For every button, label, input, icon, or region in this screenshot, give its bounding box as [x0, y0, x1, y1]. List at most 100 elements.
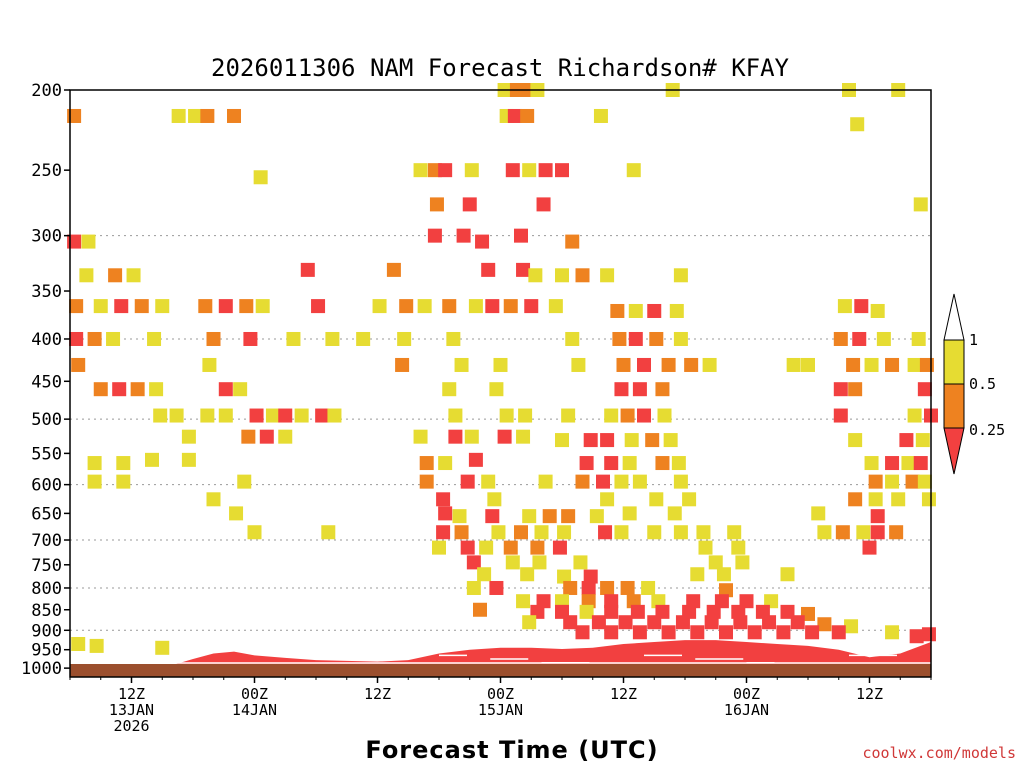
- ri-cell-8: [171, 108, 186, 123]
- ri-cell-133: [265, 408, 280, 423]
- ri-cell-14: [520, 108, 535, 123]
- ri-cell-22: [522, 163, 537, 178]
- ri-cell-21: [505, 163, 520, 178]
- ri-cell-220: [870, 509, 885, 524]
- ri-cell-264: [563, 580, 578, 595]
- ri-cell-11: [227, 108, 241, 123]
- ri-cell-127: [917, 382, 932, 397]
- ri-cell-41: [300, 262, 315, 277]
- ri-cell-193: [632, 474, 647, 489]
- ri-cell-320: [909, 629, 924, 644]
- ri-cell-76: [69, 331, 84, 346]
- ri-cell-33: [456, 228, 471, 243]
- ri-cell-52: [114, 299, 129, 314]
- chart-title: 2026011306 NAM Forecast Richardson# KFAY: [211, 54, 790, 82]
- ri-cell-32: [427, 228, 442, 243]
- ri-cell-108: [801, 357, 815, 372]
- ri-cell-319: [885, 625, 900, 640]
- ri-cell-85: [397, 331, 412, 346]
- ri-cell-225: [491, 525, 506, 540]
- ri-cell-169: [145, 452, 159, 467]
- ri-cell-61: [399, 299, 414, 314]
- ri-cell-45: [528, 268, 543, 283]
- ri-cell-276: [651, 594, 666, 609]
- ri-cell-153: [413, 429, 428, 444]
- y-tick-label-350: 350: [31, 282, 62, 302]
- ri-cell-109: [846, 357, 861, 372]
- ri-cell-226: [514, 525, 528, 540]
- ri-cell-179: [864, 456, 879, 471]
- ri-cell-224: [454, 525, 469, 540]
- ri-cell-54: [155, 299, 170, 314]
- legend-lt025-triangle: [943, 427, 965, 475]
- y-tick-label-900: 900: [31, 621, 62, 641]
- ri-cell-99: [454, 357, 469, 372]
- ri-cell-110: [864, 357, 879, 372]
- ri-cell-285: [604, 604, 619, 619]
- ri-cell-263: [489, 580, 504, 595]
- ri-cell-279: [739, 594, 754, 609]
- ri-cell-116: [130, 382, 145, 397]
- ri-cell-86: [446, 331, 461, 346]
- ri-cell-217: [622, 506, 637, 521]
- y-tick-label-600: 600: [31, 476, 62, 496]
- ri-cell-92: [833, 331, 848, 346]
- ri-cell-184: [116, 474, 131, 489]
- ri-cell-205: [848, 492, 863, 507]
- y-tick-label-550: 550: [31, 444, 62, 464]
- ri-cell-321: [921, 627, 936, 642]
- ri-cell-301: [733, 615, 748, 630]
- ri-cell-64: [468, 299, 483, 314]
- ri-cell-265: [581, 580, 596, 595]
- ri-cell-115: [112, 382, 127, 397]
- legend-swatch-0.25-0.5: [943, 383, 965, 429]
- ri-cell-278: [714, 594, 729, 609]
- ri-cell-144: [637, 408, 651, 423]
- ri-cell-147: [907, 408, 922, 423]
- ri-cell-129: [169, 408, 184, 423]
- ri-cell-121: [489, 382, 504, 397]
- ri-cell-199: [206, 492, 221, 507]
- ri-cell-171: [419, 456, 434, 471]
- ri-cell-44: [516, 262, 531, 277]
- ri-cell-155: [464, 429, 479, 444]
- ri-cell-248: [862, 540, 877, 555]
- ri-cell-128: [153, 408, 168, 423]
- ri-cell-317: [805, 625, 820, 640]
- ri-cell-316: [776, 625, 791, 640]
- ri-cell-124: [655, 382, 670, 397]
- ri-cell-172: [438, 456, 453, 471]
- ri-cell-42: [386, 262, 401, 277]
- ri-cell-59: [311, 299, 326, 314]
- ri-cell-260: [716, 567, 731, 582]
- ri-cell-152: [181, 429, 196, 444]
- ri-cell-231: [647, 525, 662, 540]
- ri-cell-307: [89, 638, 104, 653]
- ri-cell-141: [561, 408, 576, 423]
- ri-cell-234: [727, 525, 742, 540]
- ri-cell-168: [116, 456, 131, 471]
- ri-cell-67: [524, 299, 539, 314]
- ri-cell-186: [419, 474, 434, 489]
- ri-cell-162: [645, 433, 660, 448]
- ri-cell-297: [618, 615, 633, 630]
- ri-cell-20: [464, 163, 479, 178]
- credit-text: coolwx.com/models: [862, 744, 1016, 762]
- ri-cell-185: [237, 474, 252, 489]
- ri-cell-207: [891, 492, 906, 507]
- ri-cell-177: [655, 456, 670, 471]
- ri-cell-209: [229, 506, 244, 521]
- ri-cell-146: [833, 408, 848, 423]
- ri-cell-31: [81, 234, 96, 249]
- ri-cell-200: [436, 492, 451, 507]
- y-tick-label-300: 300: [31, 227, 62, 247]
- ri-cell-166: [915, 433, 930, 448]
- ri-cell-26: [253, 170, 268, 185]
- ri-cell-138: [448, 408, 463, 423]
- y-tick-label-250: 250: [31, 161, 62, 181]
- ri-cell-312: [661, 625, 676, 640]
- ri-cell-97: [202, 357, 217, 372]
- ri-cell-72: [669, 303, 684, 318]
- ri-cell-272: [555, 594, 569, 609]
- legend-swatch-0.5-1: [943, 339, 965, 385]
